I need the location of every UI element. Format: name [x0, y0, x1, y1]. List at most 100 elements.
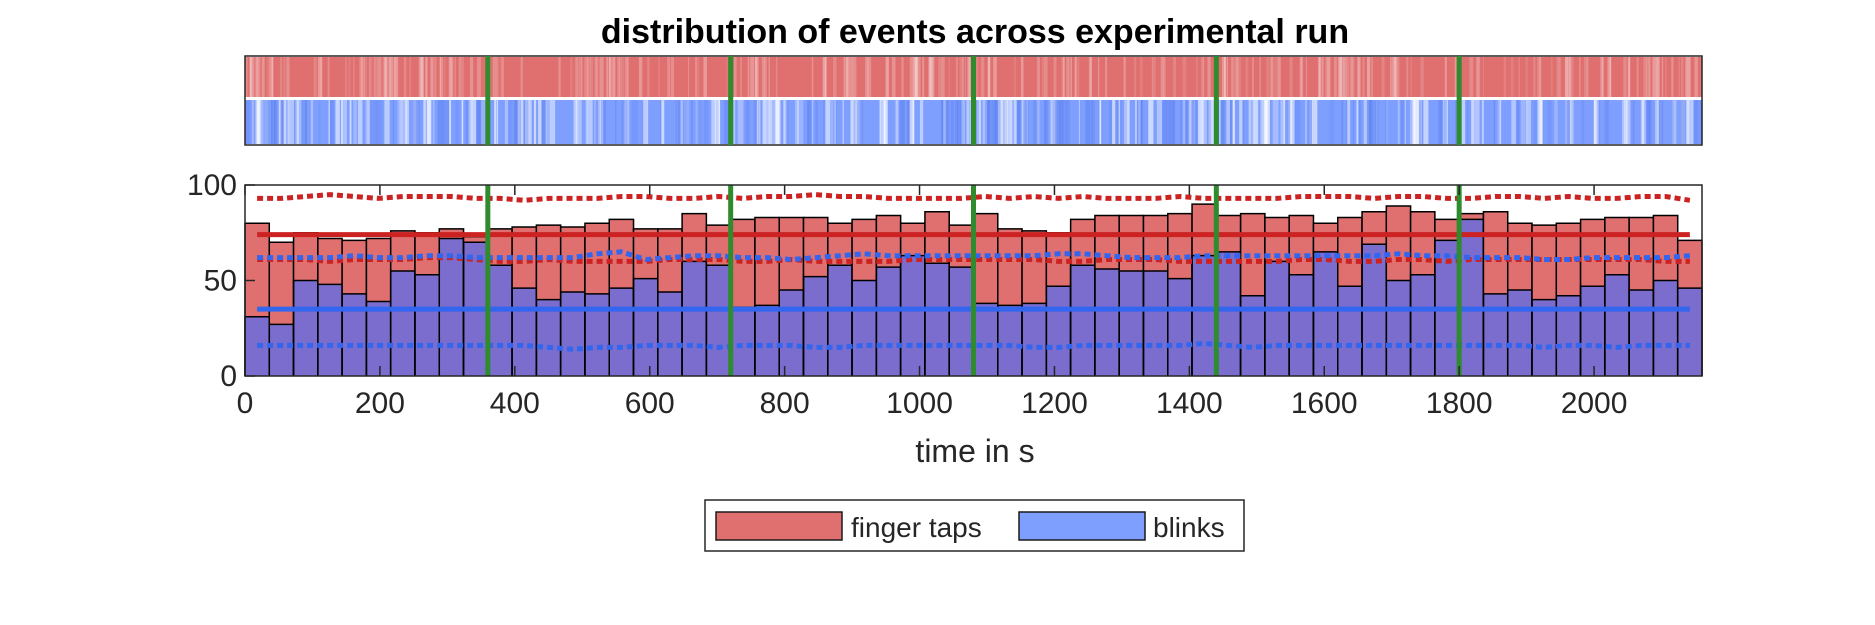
raster-stripe-blinks: [1007, 100, 1013, 144]
raster-stripe-blinks: [465, 100, 470, 144]
raster-stripe-blinks: [1481, 100, 1484, 144]
raster-stripe-finger-taps: [1392, 57, 1397, 97]
raster-stripe-blinks: [1210, 100, 1216, 144]
raster-stripe-blinks: [290, 100, 297, 144]
raster-stripe-blinks: [909, 100, 915, 144]
raster-stripe-finger-taps: [1565, 57, 1569, 97]
raster-stripe-blinks: [714, 100, 720, 144]
raster-stripe-blinks: [468, 100, 472, 144]
bar-finger-taps: [1240, 213, 1265, 296]
raster-stripe-finger-taps: [938, 57, 942, 97]
raster-stripe-finger-taps: [1252, 57, 1254, 97]
raster-stripe-finger-taps: [864, 57, 869, 97]
raster-stripe-finger-taps: [850, 57, 854, 97]
raster-stripe-blinks: [1061, 100, 1068, 144]
raster-stripe-finger-taps: [1070, 57, 1072, 97]
run-boundaries: [485, 56, 1462, 376]
raster-stripe-blinks: [358, 100, 363, 144]
raster-stripe-blinks: [1226, 100, 1230, 144]
raster-stripe-blinks: [516, 100, 521, 144]
raster-stripe-blinks: [1593, 100, 1599, 144]
raster-stripe-finger-taps: [320, 57, 323, 97]
raster-stripe-finger-taps: [1338, 57, 1343, 97]
bar-finger-taps: [633, 228, 658, 279]
raster-stripe-blinks: [1565, 100, 1567, 144]
raster-stripe-blinks: [987, 100, 991, 144]
raster-stripe-blinks: [271, 100, 275, 144]
raster-stripe-blinks: [879, 100, 881, 144]
y-tick-label: 50: [204, 265, 237, 298]
bar-finger-taps: [366, 238, 391, 302]
histogram-bars: [244, 203, 1703, 376]
raster-stripe-blinks: [975, 100, 982, 144]
raster-stripe-blinks: [1546, 100, 1552, 144]
raster-stripe-blinks: [353, 100, 358, 144]
raster-stripe-finger-taps: [929, 57, 934, 97]
raster-stripe-finger-taps: [638, 57, 643, 97]
raster-stripe-finger-taps: [1570, 57, 1574, 97]
raster-stripe-finger-taps: [1066, 57, 1070, 97]
raster-stripe-blinks: [683, 100, 688, 144]
raster-stripe-blinks: [384, 100, 390, 144]
raster-stripe-finger-taps: [594, 57, 598, 97]
raster-stripe-finger-taps: [359, 57, 364, 97]
x-tick-label: 1400: [1156, 387, 1223, 420]
raster-stripe-finger-taps: [249, 57, 251, 97]
raster-stripe-blinks: [1511, 100, 1516, 144]
raster-stripe-finger-taps: [1671, 57, 1674, 97]
raster-stripe-blinks: [245, 100, 251, 144]
raster-stripe-finger-taps: [1089, 57, 1092, 97]
raster-stripe-blinks: [1674, 100, 1676, 144]
raster-stripe-finger-taps: [580, 57, 583, 97]
raster-stripe-blinks: [1242, 100, 1245, 144]
raster-stripe-blinks: [947, 100, 950, 144]
raster-stripe-finger-taps: [1367, 57, 1371, 97]
bar-overlap: [1094, 269, 1120, 376]
raster-stripe-finger-taps: [477, 57, 481, 97]
raster-stripe-finger-taps: [578, 57, 581, 97]
raster-stripe-blinks: [628, 100, 630, 144]
raster-stripe-blinks: [437, 100, 443, 144]
raster-stripe-finger-taps: [1202, 57, 1205, 97]
raster-stripe-finger-taps: [1340, 57, 1345, 97]
raster-stripe-finger-taps: [987, 57, 991, 97]
raster-stripe-blinks: [1109, 100, 1112, 144]
bar-overlap: [1216, 251, 1241, 376]
raster-stripe-finger-taps: [1636, 57, 1639, 97]
raster-stripe-blinks: [1566, 100, 1571, 144]
raster-stripe-finger-taps: [419, 57, 422, 97]
raster-stripe-blinks: [675, 100, 677, 144]
raster-stripe-blinks: [899, 100, 905, 144]
bar-finger-taps: [1362, 211, 1387, 245]
bar-finger-taps: [900, 223, 925, 256]
raster-stripe-finger-taps: [575, 57, 578, 97]
raster-stripe-blinks: [769, 100, 776, 144]
raster-stripe-blinks: [1446, 100, 1448, 144]
raster-stripe-finger-taps: [376, 57, 380, 97]
raster-stripe-blinks: [1438, 100, 1443, 144]
raster-stripe-finger-taps: [454, 57, 457, 97]
raster-stripe-finger-taps: [418, 57, 421, 97]
raster-stripe-blinks: [909, 100, 915, 144]
raster-stripe-finger-taps: [1151, 57, 1154, 97]
raster-stripe-blinks: [477, 100, 481, 144]
raster-stripe-blinks: [528, 100, 532, 144]
raster-stripe-finger-taps: [754, 57, 759, 97]
raster-stripe-finger-taps: [256, 57, 259, 97]
bar-overlap: [876, 267, 901, 376]
raster-stripe-finger-taps: [383, 57, 388, 97]
x-axis-label: time in s: [915, 433, 1034, 469]
raster-stripe-blinks: [372, 100, 378, 144]
raster-stripe-finger-taps: [250, 57, 255, 97]
raster-stripe-finger-taps: [317, 57, 322, 97]
raster-stripe-blinks: [785, 100, 789, 144]
raster-stripe-blinks: [1655, 100, 1659, 144]
raster-stripe-blinks: [994, 100, 1001, 144]
raster-stripe-blinks: [1035, 100, 1038, 144]
raster-stripe-blinks: [1442, 100, 1445, 144]
raster-stripe-finger-taps: [667, 57, 671, 97]
raster-stripe-blinks: [294, 100, 299, 144]
raster-stripe-finger-taps: [1348, 57, 1350, 97]
raster-stripe-blinks: [426, 100, 432, 144]
raster-stripe-finger-taps: [1224, 57, 1227, 97]
